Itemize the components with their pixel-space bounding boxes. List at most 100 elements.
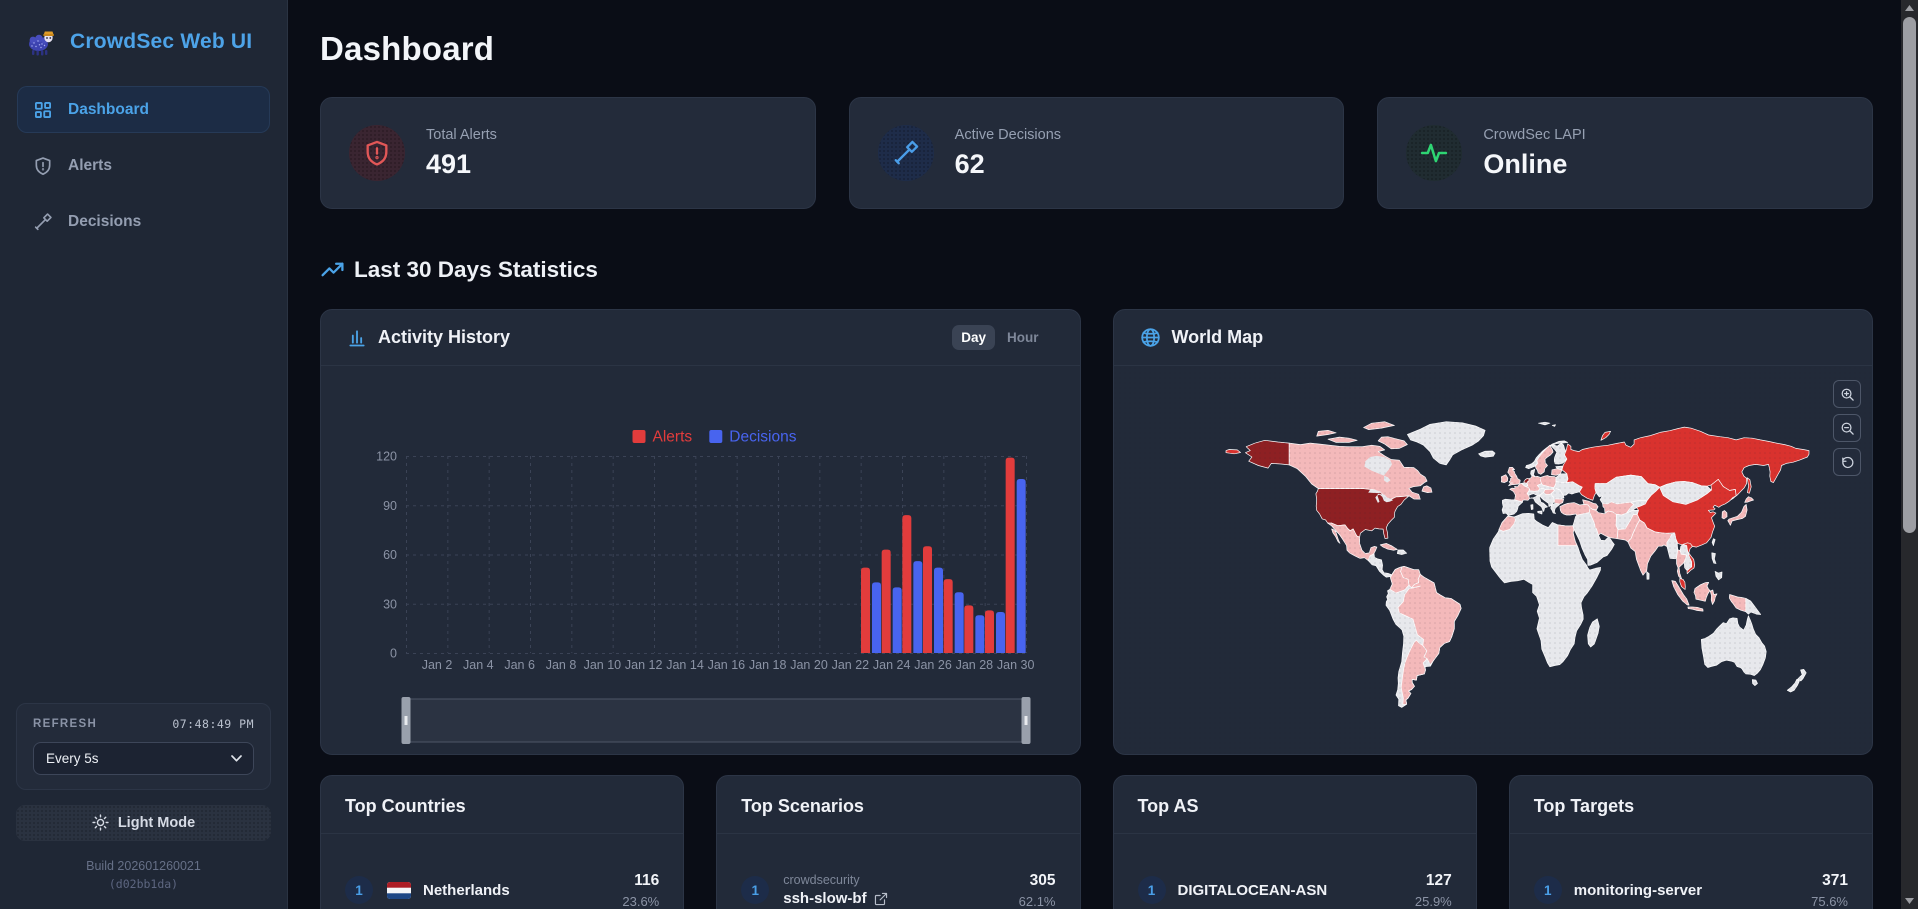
svg-text:Jan 24: Jan 24 bbox=[873, 658, 911, 672]
svg-text:Jan 18: Jan 18 bbox=[749, 658, 787, 672]
bar-chart-icon bbox=[347, 328, 367, 348]
panel-title: World Map bbox=[1171, 327, 1264, 347]
svg-text:Jan 10: Jan 10 bbox=[584, 658, 622, 672]
panel-title: Activity History bbox=[378, 327, 511, 347]
refresh-time: 07:48:49 PM bbox=[172, 716, 254, 731]
scrollbar-down-arrow[interactable] bbox=[1901, 893, 1918, 909]
activity-history-panel: Activity History Day Hour Alerts Decision… bbox=[320, 309, 1081, 755]
map-controls bbox=[1833, 380, 1861, 476]
gavel-icon bbox=[877, 125, 934, 181]
zoom-out-button[interactable] bbox=[1833, 414, 1861, 442]
stat-card-total-alerts: Total Alerts 491 bbox=[320, 97, 816, 209]
stat-label: Active Decisions bbox=[954, 126, 1062, 143]
stat-label: CrowdSec LAPI bbox=[1483, 126, 1586, 143]
count-pct: 62.1% bbox=[1018, 894, 1056, 909]
trending-up-icon bbox=[320, 257, 345, 282]
svg-text:Jan 22: Jan 22 bbox=[832, 658, 870, 672]
external-link-icon[interactable] bbox=[874, 892, 888, 906]
day-mode-button[interactable]: Day bbox=[952, 325, 995, 350]
world-map[interactable] bbox=[1113, 367, 1872, 755]
svg-text:Jan 6: Jan 6 bbox=[504, 658, 535, 672]
svg-text:Decisions: Decisions bbox=[729, 429, 796, 446]
svg-text:Jan 26: Jan 26 bbox=[914, 658, 952, 672]
globe-icon bbox=[1140, 327, 1161, 348]
top-scenario-row[interactable]: 1 crowdsecurity ssh-slow-bf 3 bbox=[717, 834, 1079, 909]
activity-history-chart[interactable]: Alerts Decisions 0 30 60 90 120 Jan 2 Jan 4 Jan 6… bbox=[321, 367, 1080, 755]
grid-icon bbox=[33, 100, 53, 120]
count-value: 305 bbox=[1029, 872, 1056, 889]
world-map-panel: World Map bbox=[1112, 309, 1873, 755]
scrollbar-up-arrow[interactable] bbox=[1901, 0, 1918, 16]
page-title: Dashboard bbox=[320, 30, 495, 67]
shield-alert-icon bbox=[349, 125, 405, 181]
svg-text:Jan 12: Jan 12 bbox=[625, 658, 663, 672]
refresh-interval-select[interactable]: Every 5s bbox=[33, 741, 254, 775]
top-scenarios-card: Top Scenarios 1 crowdsecurity ssh-slow-b… bbox=[716, 775, 1081, 909]
svg-text:Jan 8: Jan 8 bbox=[546, 658, 577, 672]
brand-title: CrowdSec Web UI bbox=[70, 30, 253, 53]
refresh-panel: REFRESH 07:48:49 PM Every 5s bbox=[16, 702, 271, 790]
stat-card-active-decisions: Active Decisions 62 bbox=[848, 97, 1345, 209]
rank-badge: 1 bbox=[1533, 876, 1562, 905]
netherlands-flag-icon bbox=[387, 881, 411, 899]
svg-text:Jan 16: Jan 16 bbox=[708, 658, 746, 672]
svg-text:0: 0 bbox=[390, 647, 397, 661]
scrollbar-thumb[interactable] bbox=[1903, 17, 1916, 533]
svg-text:Jan 14: Jan 14 bbox=[666, 658, 704, 672]
stat-value: Online bbox=[1483, 148, 1568, 179]
svg-text:Jan 30: Jan 30 bbox=[997, 658, 1035, 672]
top-as-card: Top AS 1 DIGITALOCEAN-ASN 127 25.9% bbox=[1112, 775, 1477, 909]
count-pct: 25.9% bbox=[1414, 894, 1452, 909]
map-reset-button[interactable] bbox=[1833, 448, 1861, 476]
top-country-row[interactable]: 1 Netherlands 116 23.6% bbox=[321, 834, 683, 909]
zoom-in-button[interactable] bbox=[1833, 380, 1861, 408]
refresh-interval-value: Every 5s bbox=[46, 750, 99, 766]
chevron-down-icon bbox=[231, 754, 242, 762]
mode-toggle: Day Hour bbox=[952, 325, 1039, 350]
crowdsec-sheep-logo-icon bbox=[22, 24, 58, 60]
activity-icon bbox=[1406, 125, 1463, 181]
top-countries-card: Top Countries 1 Netherlands 116 23.6% bbox=[320, 775, 685, 909]
rank-badge: 1 bbox=[345, 876, 373, 905]
svg-text:30: 30 bbox=[383, 597, 397, 611]
svg-text:120: 120 bbox=[376, 450, 397, 464]
window-scrollbar[interactable] bbox=[1901, 0, 1918, 909]
stat-value: 62 bbox=[954, 148, 985, 179]
scenario-name: ssh-slow-bf bbox=[783, 889, 867, 907]
svg-text:Jan 4: Jan 4 bbox=[463, 658, 494, 672]
light-mode-button[interactable]: Light Mode bbox=[16, 804, 271, 841]
sidebar-item-label: Alerts bbox=[68, 156, 112, 174]
svg-text:Jan 28: Jan 28 bbox=[956, 658, 994, 672]
top-cards: Top Countries 1 Netherlands 116 23.6% To… bbox=[320, 775, 1873, 909]
main-content: Dashboard Total Alerts 491 A bbox=[288, 0, 1901, 909]
sidebar-item-dashboard[interactable]: Dashboard bbox=[17, 86, 270, 133]
target-name: monitoring-server bbox=[1573, 881, 1703, 899]
count-value: 371 bbox=[1822, 872, 1848, 889]
scenario-prefix: crowdsecurity bbox=[783, 872, 860, 887]
sidebar: CrowdSec Web UI Dashboard Alerts bbox=[0, 0, 288, 909]
count-value: 116 bbox=[634, 872, 660, 889]
card-title: Top Countries bbox=[345, 796, 466, 816]
hour-mode-button[interactable]: Hour bbox=[1007, 330, 1039, 345]
refresh-label: REFRESH bbox=[33, 717, 98, 730]
top-target-row[interactable]: 1 monitoring-server 371 75.6% bbox=[1510, 834, 1872, 909]
rank-badge: 1 bbox=[1137, 876, 1166, 905]
card-title: Top Scenarios bbox=[741, 796, 864, 816]
svg-text:90: 90 bbox=[383, 499, 397, 513]
sidebar-item-alerts[interactable]: Alerts bbox=[17, 142, 270, 189]
build-number: Build 202601260021 bbox=[86, 858, 201, 873]
count-pct: 23.6% bbox=[622, 894, 660, 909]
stat-cards: Total Alerts 491 Active Decisions 62 bbox=[320, 97, 1873, 209]
gavel-icon bbox=[33, 212, 53, 232]
card-title: Top Targets bbox=[1533, 796, 1635, 816]
card-title: Top AS bbox=[1137, 796, 1199, 816]
svg-text:60: 60 bbox=[383, 548, 397, 562]
country-name: Netherlands bbox=[423, 881, 510, 899]
sidebar-item-label: Dashboard bbox=[68, 100, 149, 118]
top-as-row[interactable]: 1 DIGITALOCEAN-ASN 127 25.9% bbox=[1114, 834, 1476, 909]
svg-text:Jan 2: Jan 2 bbox=[422, 658, 453, 672]
svg-text:Alerts: Alerts bbox=[653, 429, 693, 446]
top-targets-card: Top Targets 1 monitoring-server 371 75.6… bbox=[1508, 775, 1873, 909]
sidebar-item-decisions[interactable]: Decisions bbox=[17, 198, 270, 245]
count-pct: 75.6% bbox=[1811, 894, 1848, 909]
